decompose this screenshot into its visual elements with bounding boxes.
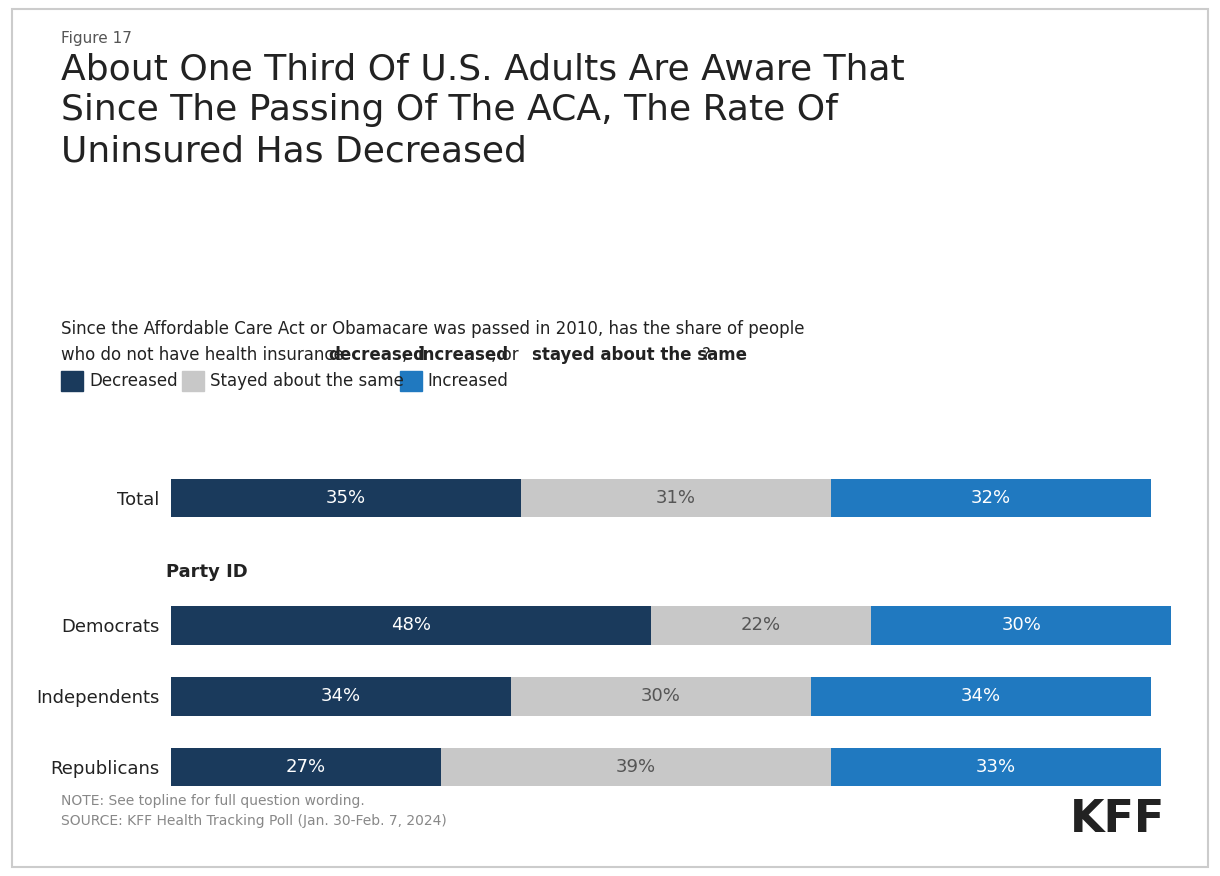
Bar bbox=[871, 606, 1171, 645]
Bar bbox=[831, 747, 1161, 787]
Text: ?: ? bbox=[702, 346, 711, 364]
Text: KFF: KFF bbox=[1070, 798, 1165, 841]
Bar bbox=[811, 677, 1152, 716]
Text: 32%: 32% bbox=[971, 489, 1011, 507]
Text: Increased: Increased bbox=[428, 372, 509, 390]
Text: Stayed about the same: Stayed about the same bbox=[210, 372, 404, 390]
Text: About One Third Of U.S. Adults Are Aware That
Since The Passing Of The ACA, The : About One Third Of U.S. Adults Are Aware… bbox=[61, 53, 905, 168]
Text: stayed about the same: stayed about the same bbox=[532, 346, 747, 364]
Text: decreased: decreased bbox=[328, 346, 426, 364]
Text: who do not have health insurance: who do not have health insurance bbox=[61, 346, 349, 364]
Text: increased: increased bbox=[418, 346, 509, 364]
Text: , or: , or bbox=[490, 346, 523, 364]
Bar bbox=[831, 478, 1152, 518]
Bar bbox=[511, 677, 811, 716]
Text: 30%: 30% bbox=[640, 687, 681, 705]
Text: Decreased: Decreased bbox=[89, 372, 178, 390]
Text: 31%: 31% bbox=[656, 489, 695, 507]
Bar bbox=[521, 478, 831, 518]
Bar bbox=[171, 606, 651, 645]
Text: 22%: 22% bbox=[741, 617, 781, 634]
Text: Since the Affordable Care Act or Obamacare was passed in 2010, has the share of : Since the Affordable Care Act or Obamaca… bbox=[61, 320, 804, 338]
Bar bbox=[171, 478, 521, 518]
Text: 48%: 48% bbox=[390, 617, 431, 634]
Text: Party ID: Party ID bbox=[166, 563, 248, 582]
Text: 35%: 35% bbox=[326, 489, 366, 507]
Text: Figure 17: Figure 17 bbox=[61, 31, 132, 46]
Text: 34%: 34% bbox=[961, 687, 1002, 705]
Bar bbox=[440, 747, 831, 787]
Text: 34%: 34% bbox=[321, 687, 361, 705]
Bar bbox=[171, 677, 511, 716]
Bar bbox=[171, 747, 440, 787]
Text: 27%: 27% bbox=[285, 758, 326, 776]
Bar bbox=[651, 606, 871, 645]
Text: NOTE: See topline for full question wording.
SOURCE: KFF Health Tracking Poll (J: NOTE: See topline for full question word… bbox=[61, 795, 447, 828]
Text: 30%: 30% bbox=[1002, 617, 1041, 634]
Text: 33%: 33% bbox=[976, 758, 1016, 776]
Text: ,: , bbox=[401, 346, 412, 364]
Text: 39%: 39% bbox=[616, 758, 656, 776]
